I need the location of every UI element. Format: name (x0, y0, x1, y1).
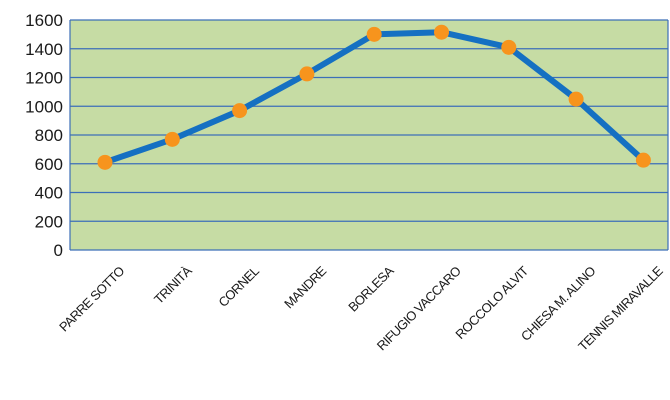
x-tick-label: PARRE SOTTO (56, 263, 127, 334)
data-point (164, 131, 180, 147)
y-tick-label: 400 (35, 184, 63, 203)
y-tick-label: 1200 (25, 69, 63, 88)
y-tick-label: 200 (35, 212, 63, 231)
data-point (635, 152, 651, 168)
data-point (232, 103, 248, 119)
x-tick-label: MANDRE (281, 263, 330, 312)
x-tick-label: BORLESA (345, 263, 397, 315)
x-tick-label: TRINITÀ (151, 263, 195, 307)
data-point (366, 26, 382, 42)
y-tick-label: 600 (35, 155, 63, 174)
data-point (299, 66, 315, 82)
x-tick-label: ROCCOLO ALVIT (452, 263, 531, 342)
y-tick-label: 1400 (25, 40, 63, 59)
gridlines (69, 19, 669, 251)
y-axis-tick-labels: 0 200 400 600 800 1000 1200 1400 1600 (25, 11, 63, 260)
data-point (434, 24, 449, 40)
y-tick-label: 800 (35, 126, 63, 145)
y-tick-label: 0 (54, 241, 63, 260)
x-tick-label: CORNEL (215, 263, 262, 310)
y-tick-label: 1600 (25, 11, 63, 30)
y-tick-label: 1000 (25, 97, 63, 116)
series (97, 24, 651, 170)
data-point (568, 91, 584, 107)
data-point (501, 39, 517, 55)
data-point (97, 154, 113, 170)
x-axis-tick-labels: PARRE SOTTO TRINITÀ CORNEL MANDRE BORLESARIF… (56, 263, 666, 354)
